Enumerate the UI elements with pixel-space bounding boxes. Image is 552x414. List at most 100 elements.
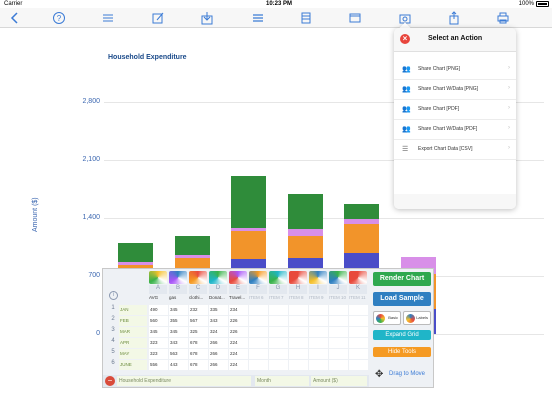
grid-cell-empty[interactable]	[349, 338, 368, 348]
column-header[interactable]: ITEM 9	[309, 295, 324, 300]
column-header[interactable]: ITEM 6	[249, 295, 264, 300]
grid-cell-empty[interactable]	[329, 349, 348, 359]
column-color-icon[interactable]	[209, 271, 227, 284]
window-icon[interactable]	[348, 11, 362, 25]
grid-cell-empty[interactable]	[289, 338, 308, 348]
help-icon[interactable]: ?	[52, 11, 66, 25]
column-color-icon[interactable]	[149, 271, 167, 284]
grid-cell-empty[interactable]	[349, 305, 368, 315]
month-cell[interactable]: FEB	[119, 316, 147, 326]
grid-cell[interactable]: 355	[169, 316, 188, 326]
grid-cell[interactable]: 335	[209, 305, 228, 315]
grid-cell[interactable]: 224	[229, 349, 248, 359]
column-color-icon[interactable]	[229, 271, 247, 284]
load-sample-button[interactable]: Load Sample	[373, 292, 431, 306]
grid-cell[interactable]: 266	[209, 349, 228, 359]
grid-cell[interactable]: 343	[209, 316, 228, 326]
grid-cell-empty[interactable]	[269, 349, 288, 359]
month-cell[interactable]: APR	[119, 338, 147, 348]
grid-cell[interactable]: 556	[149, 360, 168, 370]
grid-cell-empty[interactable]	[269, 305, 288, 315]
grid-cell-empty[interactable]	[309, 338, 328, 348]
grid-cell-empty[interactable]	[289, 316, 308, 326]
column-header[interactable]: Donat...	[209, 295, 225, 300]
grid-cell[interactable]: 678	[189, 349, 208, 359]
grid-cell[interactable]: 224	[229, 360, 248, 370]
grid-cell[interactable]: 678	[189, 338, 208, 348]
column-color-icon[interactable]	[189, 271, 207, 284]
stack-icon[interactable]	[299, 11, 313, 25]
grid-cell-empty[interactable]	[349, 327, 368, 337]
grid-cell-empty[interactable]	[329, 327, 348, 337]
grid-cell[interactable]: 226	[229, 327, 248, 337]
grid-cell[interactable]: 678	[189, 360, 208, 370]
remove-icon[interactable]: −	[105, 376, 115, 386]
grid-cell-empty[interactable]	[249, 316, 268, 326]
grid-cell[interactable]: 443	[169, 360, 188, 370]
grid-cell-empty[interactable]	[329, 316, 348, 326]
column-header[interactable]: ITEM 7	[269, 295, 284, 300]
grid-cell[interactable]: 343	[169, 338, 188, 348]
grid-cell[interactable]: 234	[229, 305, 248, 315]
column-color-icon[interactable]	[349, 271, 367, 284]
month-cell[interactable]: JUNE	[119, 360, 147, 370]
grid-cell[interactable]: 345	[169, 305, 188, 315]
expand-grid-button[interactable]: Expand Grid	[373, 330, 431, 340]
grid-cell-empty[interactable]	[269, 327, 288, 337]
grid-cell-empty[interactable]	[289, 349, 308, 359]
grid-cell[interactable]: 324	[209, 327, 228, 337]
grid-cell[interactable]: 563	[169, 349, 188, 359]
grid-cell-empty[interactable]	[249, 338, 268, 348]
basic-button[interactable]: Basic	[373, 311, 401, 325]
edit-icon[interactable]	[151, 11, 165, 25]
labels-button[interactable]: Labels	[403, 311, 431, 325]
popover-item[interactable]: ☰ Export Chart Data [CSV] ›	[394, 140, 516, 160]
print-icon[interactable]	[496, 11, 510, 25]
column-color-icon[interactable]	[309, 271, 327, 284]
grid-cell[interactable]: 490	[149, 305, 168, 315]
grid-cell-empty[interactable]	[309, 316, 328, 326]
list-icon[interactable]	[101, 11, 115, 25]
grid-cell[interactable]: 323	[149, 338, 168, 348]
grid-cell-empty[interactable]	[289, 327, 308, 337]
x-axis-title-field[interactable]: Month	[255, 376, 309, 386]
download-icon[interactable]	[200, 11, 214, 25]
column-header[interactable]: clothi...	[189, 295, 204, 300]
render-chart-button[interactable]: Render Chart	[373, 272, 431, 286]
chart-title-field[interactable]: Household Expenditure	[117, 376, 251, 386]
column-color-icon[interactable]	[289, 271, 307, 284]
grid-cell-empty[interactable]	[269, 338, 288, 348]
hide-tools-button[interactable]: Hide Tools	[373, 347, 431, 357]
popover-item[interactable]: 👥 Share Chart W/Data [PNG] ›	[394, 80, 516, 100]
grid-cell-empty[interactable]	[349, 360, 368, 370]
column-color-icon[interactable]	[169, 271, 187, 284]
month-cell[interactable]: MAR	[119, 327, 147, 337]
grid-cell-empty[interactable]	[309, 305, 328, 315]
grid-cell-empty[interactable]	[269, 316, 288, 326]
grid-cell[interactable]: 345	[149, 327, 168, 337]
grid-cell-empty[interactable]	[329, 338, 348, 348]
grid-cell-empty[interactable]	[269, 360, 288, 370]
column-color-icon[interactable]	[249, 271, 267, 284]
grid-cell[interactable]: 226	[229, 316, 248, 326]
grid-cell-empty[interactable]	[249, 305, 268, 315]
popover-item[interactable]: 👥 Share Chart W/Data [PDF] ›	[394, 120, 516, 140]
grid-cell[interactable]: 560	[149, 316, 168, 326]
close-icon[interactable]: ×	[400, 34, 410, 44]
grid-cell[interactable]: 567	[189, 316, 208, 326]
column-header[interactable]: AVG	[149, 295, 159, 300]
grid-cell[interactable]: 325	[189, 327, 208, 337]
grid-cell-empty[interactable]	[329, 305, 348, 315]
grid-cell-empty[interactable]	[309, 360, 328, 370]
y-axis-title-field[interactable]: Amount ($)	[311, 376, 367, 386]
grid-cell[interactable]: 232	[189, 305, 208, 315]
grid-cell[interactable]: 224	[229, 338, 248, 348]
grid-cell-empty[interactable]	[309, 327, 328, 337]
month-cell[interactable]: MAY	[119, 349, 147, 359]
info-icon[interactable]: i	[109, 291, 118, 300]
popover-item[interactable]: 👥 Share Chart [PNG] ›	[394, 60, 516, 80]
grid-cell-empty[interactable]	[289, 360, 308, 370]
grid-cell-empty[interactable]	[349, 349, 368, 359]
column-color-icon[interactable]	[329, 271, 347, 284]
popover-item[interactable]: 👥 Share Chart [PDF] ›	[394, 100, 516, 120]
